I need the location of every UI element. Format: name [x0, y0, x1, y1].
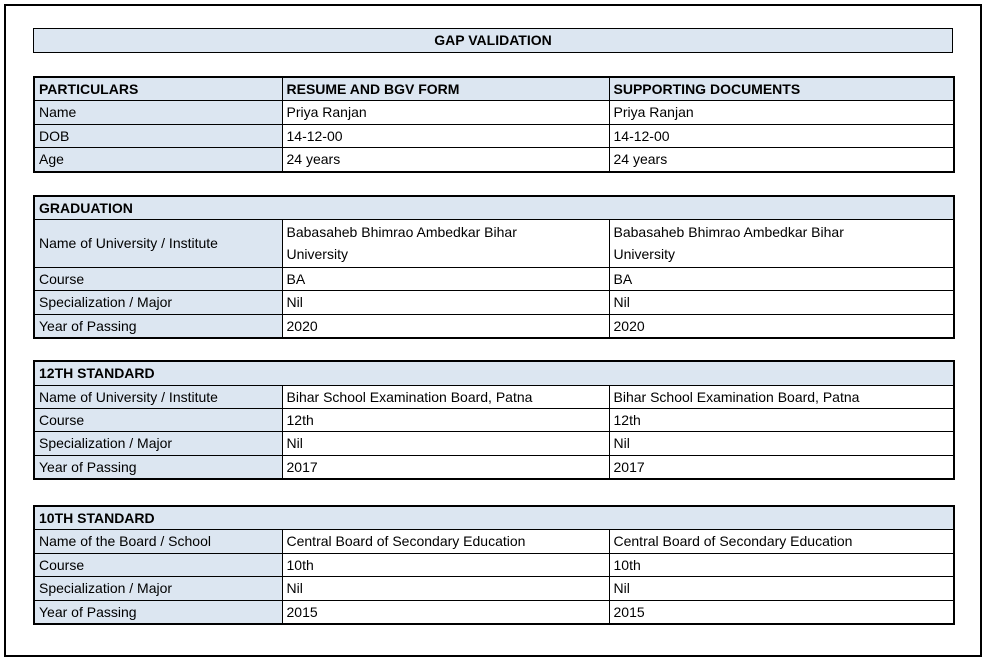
- section-header-row: 10TH STANDARD: [33, 505, 955, 531]
- row-label-cell: Specialization / Major: [33, 431, 283, 456]
- section-header-row: 12TH STANDARD: [33, 360, 955, 386]
- section-title-10th-standard: 10TH STANDARD: [33, 505, 955, 531]
- resume-value-cell: Nil: [281, 431, 610, 456]
- supporting-value-cell: Nil: [608, 290, 955, 315]
- table-header-row: PARTICULARS RESUME AND BGV FORM SUPPORTI…: [33, 76, 955, 102]
- resume-value-cell: 24 years: [281, 147, 610, 173]
- row-label-cell: Year of Passing: [33, 599, 283, 625]
- supporting-value-cell: 14-12-00: [608, 123, 955, 149]
- resume-value-cell: 10th: [281, 552, 610, 578]
- row-label-cell: Name of the Board / School: [33, 529, 283, 554]
- document-title: GAP VALIDATION: [33, 28, 953, 53]
- resume-value-cell: 12th: [281, 407, 610, 433]
- section-header-row: GRADUATION: [33, 195, 955, 220]
- section-title-graduation: GRADUATION: [33, 195, 955, 220]
- supporting-value-cell: 2020: [608, 313, 955, 339]
- resume-value-cell: BA: [281, 266, 610, 292]
- resume-value-cell: 2020: [281, 313, 610, 339]
- table-row: Name of University / Institute Bihar Sch…: [33, 384, 955, 409]
- resume-value-cell: 14-12-00: [281, 123, 610, 149]
- resume-value-cell: 2015: [281, 599, 610, 625]
- supporting-value-cell: Babasaheb Bhimrao Ambedkar Bihar Univers…: [608, 218, 955, 268]
- row-label-cell: Age: [33, 147, 283, 173]
- twelfth-standard-table: 12TH STANDARD Name of University / Insti…: [33, 360, 956, 481]
- graduation-table: GRADUATION Name of University / Institut…: [33, 194, 956, 340]
- supporting-value-cell: Nil: [608, 576, 955, 601]
- supporting-value-cell: 24 years: [608, 147, 955, 173]
- table-row: Course 12th 12th: [33, 407, 955, 433]
- supporting-value-cell: Bihar School Examination Board, Patna: [608, 384, 955, 409]
- resume-value-cell: Priya Ranjan: [281, 100, 610, 125]
- supporting-value-cell: 10th: [608, 552, 955, 578]
- table-row: Age 24 years 24 years: [33, 147, 955, 173]
- column-header-supporting: SUPPORTING DOCUMENTS: [608, 76, 955, 102]
- table-row: Specialization / Major Nil Nil: [33, 576, 955, 601]
- row-label-cell: Course: [33, 407, 283, 433]
- column-header-resume: RESUME AND BGV FORM: [281, 76, 610, 102]
- table-row: Name Priya Ranjan Priya Ranjan: [33, 100, 955, 125]
- resume-value-cell: Nil: [281, 290, 610, 315]
- table-row: Course 10th 10th: [33, 552, 955, 578]
- table-row: Year of Passing 2017 2017: [33, 454, 955, 480]
- document-content: GAP VALIDATION PARTICULARS RESUME AND BG…: [33, 0, 956, 626]
- row-label-cell: Course: [33, 266, 283, 292]
- column-header-particulars: PARTICULARS: [33, 76, 283, 102]
- row-label-cell: Name: [33, 100, 283, 125]
- supporting-value-cell: Priya Ranjan: [608, 100, 955, 125]
- supporting-value-cell: 12th: [608, 407, 955, 433]
- table-row: Year of Passing 2020 2020: [33, 313, 955, 339]
- supporting-value-cell: BA: [608, 266, 955, 292]
- table-row: Specialization / Major Nil Nil: [33, 290, 955, 315]
- particulars-table: PARTICULARS RESUME AND BGV FORM SUPPORTI…: [33, 76, 955, 173]
- table-row: Course BA BA: [33, 266, 955, 292]
- row-label-cell: Specialization / Major: [33, 576, 283, 601]
- table-row: Specialization / Major Nil Nil: [33, 431, 955, 456]
- section-title-12th-standard: 12TH STANDARD: [33, 360, 955, 386]
- supporting-value-cell: Central Board of Secondary Education: [608, 529, 955, 554]
- resume-value-cell: Babasaheb Bhimrao Ambedkar Bihar Univers…: [281, 218, 610, 268]
- row-label-cell: Name of University / Institute: [33, 384, 283, 409]
- row-label-cell: Course: [33, 552, 283, 578]
- table-row: DOB 14-12-00 14-12-00: [33, 123, 955, 149]
- resume-value-cell: Bihar School Examination Board, Patna: [281, 384, 610, 409]
- row-label-cell: DOB: [33, 123, 283, 149]
- supporting-value-cell: Nil: [608, 431, 955, 456]
- row-label-cell: Name of University / Institute: [33, 218, 283, 268]
- tenth-standard-table: 10TH STANDARD Name of the Board / School…: [33, 505, 956, 626]
- supporting-value-cell: 2015: [608, 599, 955, 625]
- resume-value-cell: Nil: [281, 576, 610, 601]
- resume-value-cell: 2017: [281, 454, 610, 480]
- row-label-cell: Year of Passing: [33, 313, 283, 339]
- resume-value-cell: Central Board of Secondary Education: [281, 529, 610, 554]
- table-row: Name of the Board / School Central Board…: [33, 529, 955, 554]
- row-label-cell: Specialization / Major: [33, 290, 283, 315]
- supporting-value-cell: 2017: [608, 454, 955, 480]
- row-label-cell: Year of Passing: [33, 454, 283, 480]
- table-row: Name of University / Institute Babasaheb…: [33, 218, 955, 268]
- table-row: Year of Passing 2015 2015: [33, 599, 955, 625]
